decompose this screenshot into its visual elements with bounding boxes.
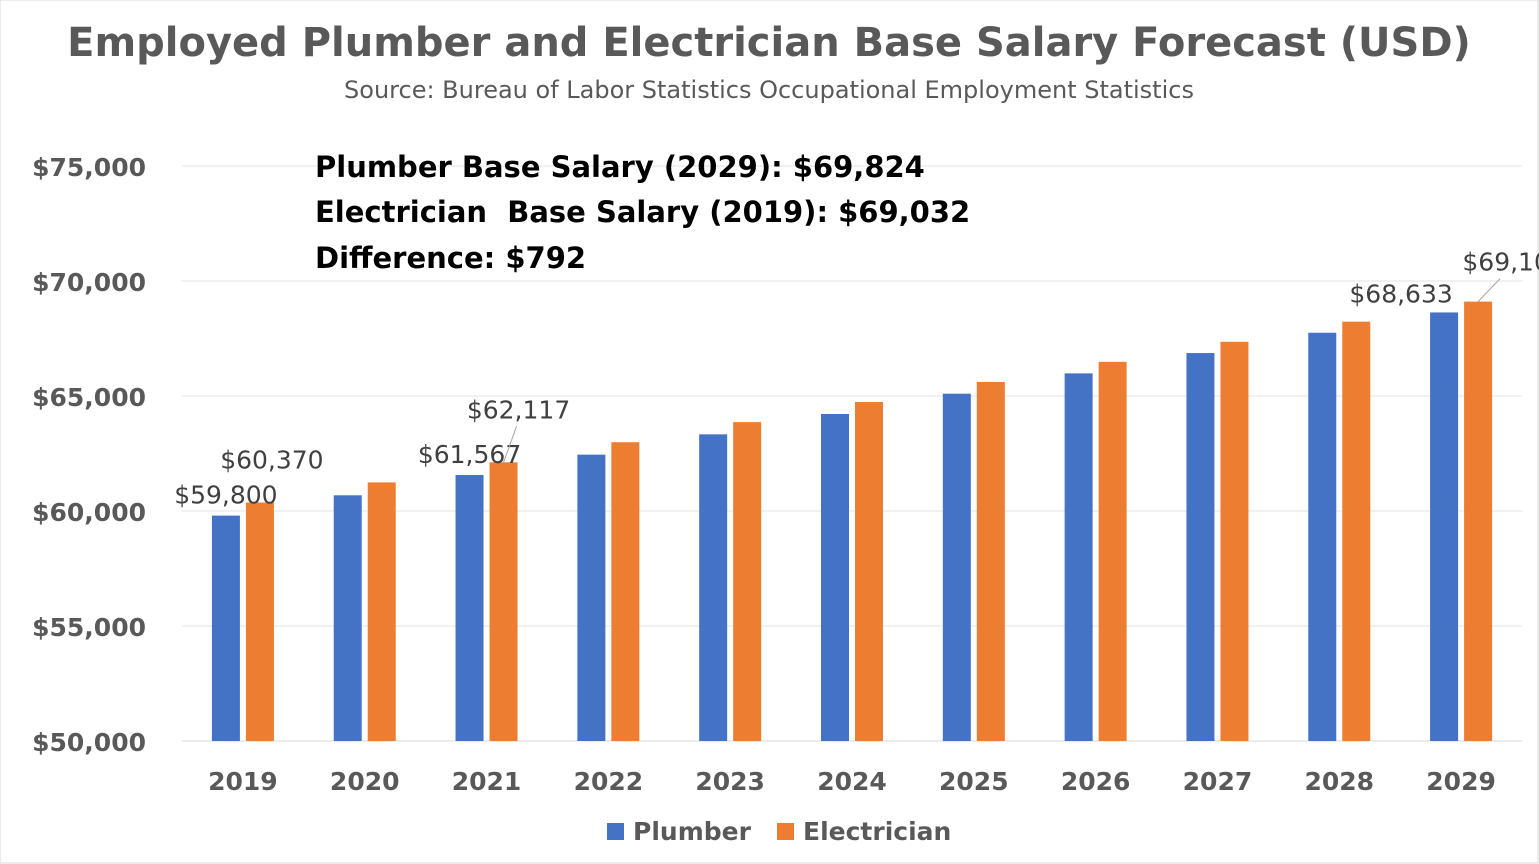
data-label-leader bbox=[503, 426, 518, 463]
legend-label-plumber: Plumber bbox=[633, 817, 752, 846]
bar-plumber-2026 bbox=[1064, 373, 1093, 741]
bar-plumber-2027 bbox=[1186, 353, 1215, 741]
bar-electrician-2022 bbox=[611, 442, 640, 741]
x-tick-label: 2028 bbox=[1304, 767, 1374, 796]
bar-electrician-2024 bbox=[855, 402, 883, 741]
y-tick-label: $70,000 bbox=[32, 268, 146, 297]
data-label: $69,103 bbox=[1462, 248, 1539, 277]
bar-electrician-2027 bbox=[1220, 341, 1249, 741]
y-axis: $50,000 $55,000 $60,000 $65,000 $70,000 $75,0… bbox=[32, 153, 146, 757]
data-label: $59,800 bbox=[174, 481, 277, 510]
chart-subtitle: Source: Bureau of Labor Statistics Occup… bbox=[344, 76, 1194, 104]
legend-swatch-electrician bbox=[777, 823, 794, 840]
gridlines bbox=[182, 165, 1522, 742]
bar-electrician-2029 bbox=[1464, 301, 1493, 741]
x-tick-label: 2025 bbox=[939, 767, 1009, 796]
data-label: $60,370 bbox=[220, 445, 323, 474]
bar-plumber-2024 bbox=[821, 414, 849, 741]
y-tick-label: $50,000 bbox=[32, 728, 146, 757]
legend-swatch-plumber bbox=[607, 823, 624, 840]
bar-electrician-2021 bbox=[489, 462, 518, 741]
bar-plumber-2022 bbox=[577, 454, 606, 741]
data-labels: $59,800 $60,370 $61,567 $62,117 $68,633 $69,1… bbox=[174, 248, 1539, 510]
bar-electrician-2026 bbox=[1098, 361, 1127, 741]
bar-plumber-2028 bbox=[1308, 332, 1337, 741]
x-tick-label: 2023 bbox=[695, 767, 765, 796]
x-tick-label: 2026 bbox=[1061, 767, 1131, 796]
bar-electrician-2025 bbox=[976, 381, 1005, 741]
y-tick-label: $75,000 bbox=[32, 153, 146, 182]
y-tick-label: $55,000 bbox=[32, 613, 146, 642]
bars bbox=[211, 301, 1493, 741]
bar-plumber-2025 bbox=[942, 393, 971, 741]
bar-plumber-2020 bbox=[333, 495, 362, 741]
data-label: $68,633 bbox=[1349, 279, 1452, 308]
x-tick-label: 2020 bbox=[330, 767, 400, 796]
bar-plumber-2029 bbox=[1430, 312, 1459, 741]
y-tick-label: $60,000 bbox=[32, 498, 146, 527]
bar-electrician-2023 bbox=[733, 422, 762, 741]
data-label-leader bbox=[1477, 278, 1501, 302]
bar-plumber-2023 bbox=[699, 434, 728, 741]
bar-electrician-2028 bbox=[1342, 321, 1371, 741]
x-axis: 2019 2020 2021 2022 2023 2024 2025 2026 2027 2028… bbox=[208, 767, 1496, 796]
x-tick-label: 2022 bbox=[574, 767, 644, 796]
legend: Plumber Electrician bbox=[607, 817, 951, 846]
bar-plumber-2019 bbox=[211, 515, 240, 741]
annotation-box: Plumber Base Salary (2029): $69,824 Elec… bbox=[315, 150, 970, 275]
chart-title: Employed Plumber and Electrician Base Sa… bbox=[67, 20, 1471, 66]
x-tick-label: 2021 bbox=[452, 767, 522, 796]
x-tick-label: 2027 bbox=[1183, 767, 1253, 796]
bar-electrician-2020 bbox=[367, 482, 396, 741]
data-label: $62,117 bbox=[467, 395, 570, 424]
data-label: $61,567 bbox=[418, 440, 521, 469]
annotation-electrician-salary: Electrician Base Salary (2019): $69,032 bbox=[315, 195, 970, 229]
legend-label-electrician: Electrician bbox=[803, 817, 951, 846]
x-tick-label: 2019 bbox=[208, 767, 278, 796]
bar-electrician-2019 bbox=[245, 502, 274, 741]
y-tick-label: $65,000 bbox=[32, 383, 146, 412]
bar-plumber-2021 bbox=[455, 474, 484, 741]
x-tick-label: 2024 bbox=[817, 767, 887, 796]
x-tick-label: 2029 bbox=[1426, 767, 1496, 796]
annotation-plumber-salary: Plumber Base Salary (2029): $69,824 bbox=[315, 150, 925, 184]
annotation-difference: Difference: $792 bbox=[315, 241, 586, 275]
